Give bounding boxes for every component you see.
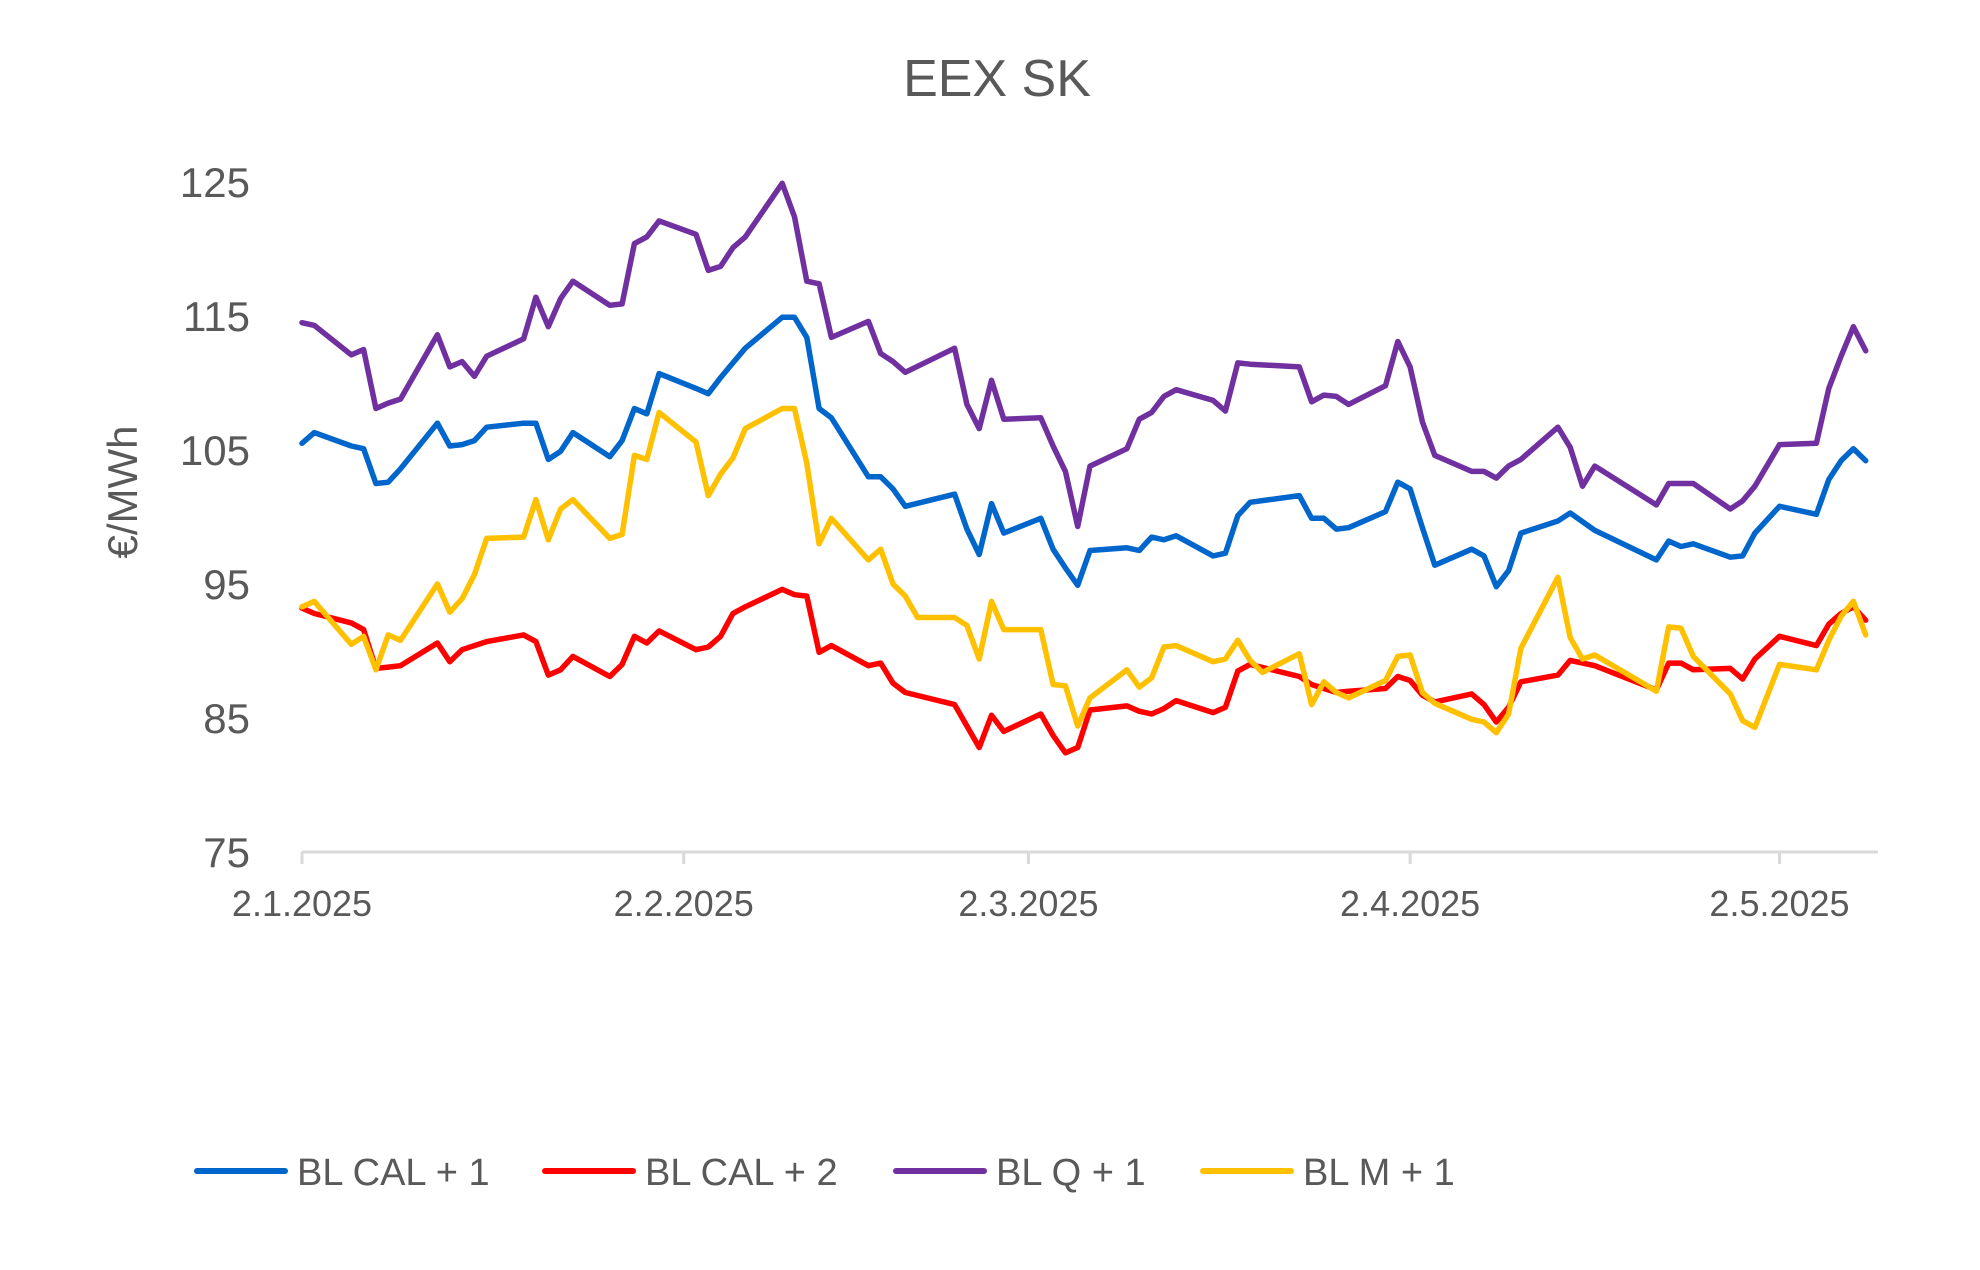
legend: BL CAL + 1 BL CAL + 2 BL Q + 1 BL M + 1 [194,1152,1455,1194]
legend-label: BL M + 1 [1303,1152,1455,1194]
x-tick-label: 2.3.2025 [958,883,1098,924]
legend-label: BL Q + 1 [996,1152,1146,1194]
series-layer [299,180,1869,756]
y-tick-label: 115 [183,293,250,340]
x-tick-label: 2.1.2025 [232,883,372,924]
x-tick-label: 2.2.2025 [614,883,754,924]
y-axis-label: €/MWh [99,425,146,558]
y-axis-ticks: 125 115 105 95 85 75 [180,159,250,876]
y-tick-label: 105 [180,427,250,474]
y-tick-label: 95 [203,561,250,608]
series-line-0 [299,314,1869,590]
x-tick-label: 2.5.2025 [1709,883,1849,924]
series-line-2 [299,180,1869,530]
legend-label: BL CAL + 1 [297,1152,490,1194]
y-tick-label: 75 [203,829,250,876]
series-line-3 [299,405,1869,736]
y-tick-label: 125 [180,159,250,206]
legend-label: BL CAL + 2 [645,1152,838,1194]
x-tick-label: 2.4.2025 [1340,883,1480,924]
chart-title: EEX SK [903,50,1091,108]
series-line-1 [299,586,1869,756]
y-tick-label: 85 [203,695,250,742]
x-axis: 2.1.2025 2.2.2025 2.3.2025 2.4.2025 2.5.2025 [232,850,1878,924]
